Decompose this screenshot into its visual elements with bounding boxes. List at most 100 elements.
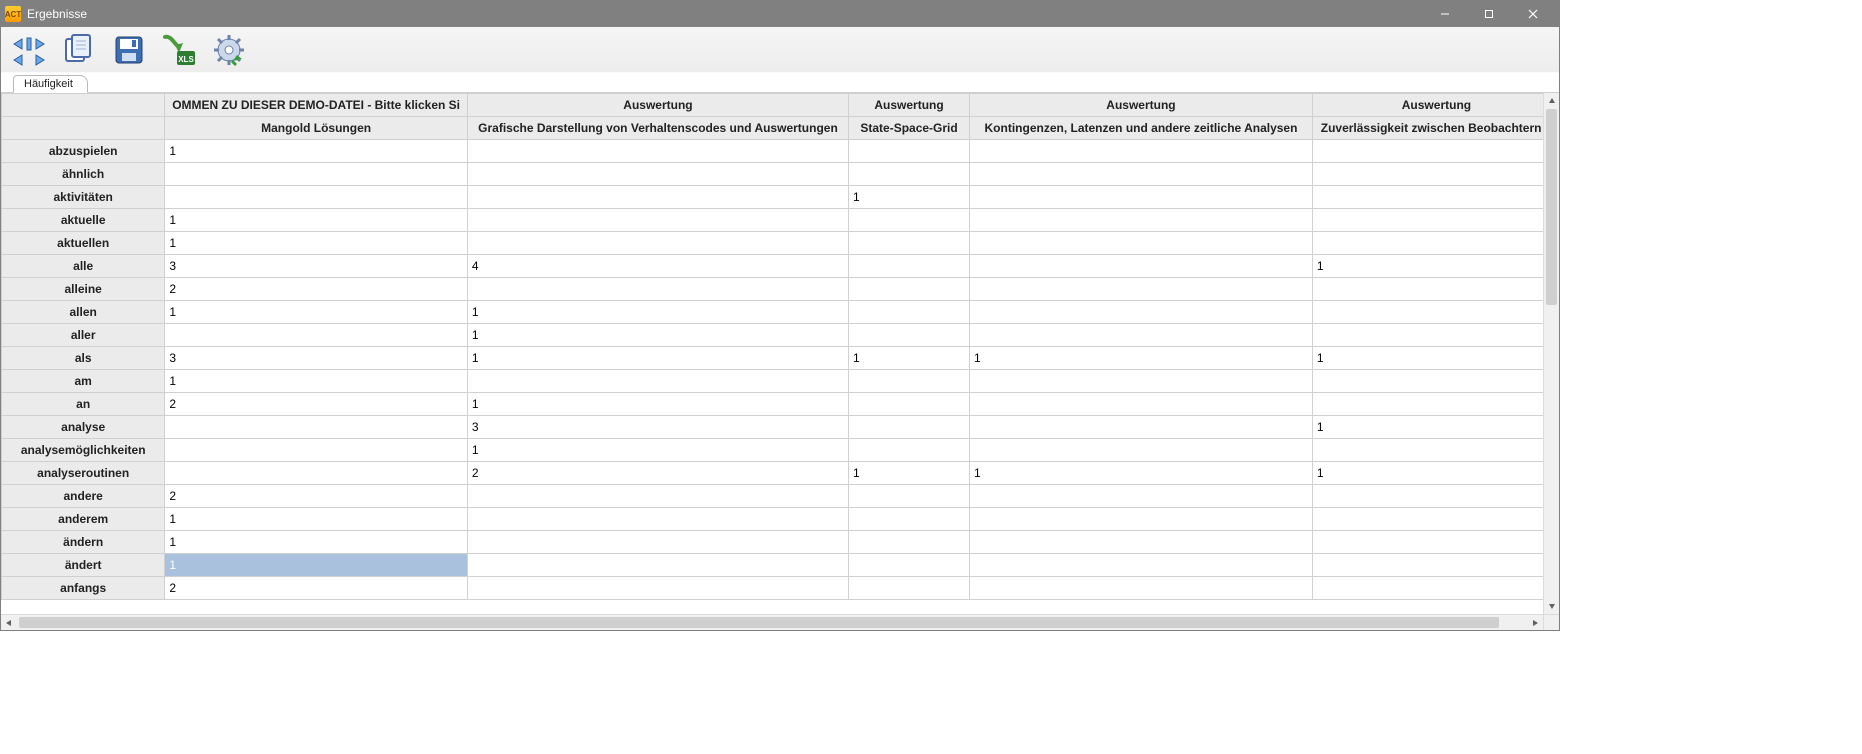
row-header[interactable]: aktuelle xyxy=(2,209,165,232)
cell[interactable] xyxy=(1312,140,1543,163)
table-row[interactable]: ändern1 xyxy=(2,531,1544,554)
subheader-blank[interactable] xyxy=(2,117,165,140)
table-row[interactable]: ähnlich xyxy=(2,163,1544,186)
table-row[interactable]: aller1 xyxy=(2,324,1544,347)
table-row[interactable]: andere2 xyxy=(2,485,1544,508)
cell[interactable] xyxy=(849,508,970,531)
subheader-col-2[interactable]: Grafische Darstellung von Verhaltenscode… xyxy=(467,117,848,140)
scroll-up-arrow[interactable] xyxy=(1544,93,1559,109)
cell[interactable] xyxy=(467,577,848,600)
cell[interactable]: 1 xyxy=(1312,347,1543,370)
cell[interactable] xyxy=(849,554,970,577)
cell[interactable] xyxy=(467,485,848,508)
navigate-button[interactable] xyxy=(9,30,49,70)
copy-button[interactable] xyxy=(59,30,99,70)
cell[interactable] xyxy=(849,370,970,393)
cell[interactable] xyxy=(1312,393,1543,416)
subheader-col-4[interactable]: Kontingenzen, Latenzen und andere zeitli… xyxy=(970,117,1313,140)
cell[interactable]: 1 xyxy=(1312,416,1543,439)
cell[interactable]: 1 xyxy=(467,393,848,416)
cell[interactable] xyxy=(467,209,848,232)
cell[interactable]: 1 xyxy=(467,439,848,462)
cell[interactable] xyxy=(970,232,1313,255)
cell[interactable] xyxy=(849,393,970,416)
maximize-button[interactable] xyxy=(1467,1,1511,27)
subheader-col-3[interactable]: State-Space-Grid xyxy=(849,117,970,140)
row-header[interactable]: andere xyxy=(2,485,165,508)
cell[interactable] xyxy=(849,140,970,163)
cell[interactable] xyxy=(849,531,970,554)
header-col-5[interactable]: Auswertung xyxy=(1312,94,1543,117)
cell[interactable] xyxy=(970,140,1313,163)
cell[interactable]: 1 xyxy=(165,531,468,554)
header-col-1[interactable]: OMMEN ZU DIESER DEMO-DATEI - Bitte klick… xyxy=(165,94,468,117)
cell[interactable]: 3 xyxy=(467,416,848,439)
table-row[interactable]: anfangs2 xyxy=(2,577,1544,600)
cell[interactable] xyxy=(165,462,468,485)
cell[interactable]: 1 xyxy=(165,370,468,393)
minimize-button[interactable] xyxy=(1423,1,1467,27)
row-header[interactable]: aller xyxy=(2,324,165,347)
cell[interactable] xyxy=(970,393,1313,416)
cell[interactable]: 1 xyxy=(849,186,970,209)
cell[interactable] xyxy=(165,324,468,347)
cell[interactable] xyxy=(849,278,970,301)
table-row[interactable]: am1 xyxy=(2,370,1544,393)
cell[interactable] xyxy=(849,416,970,439)
table-row[interactable]: analyseroutinen2111 xyxy=(2,462,1544,485)
cell[interactable] xyxy=(1312,186,1543,209)
cell[interactable] xyxy=(1312,531,1543,554)
tab-frequency[interactable]: Häufigkeit xyxy=(13,75,88,93)
cell[interactable] xyxy=(970,508,1313,531)
table-row[interactable]: abzuspielen1 xyxy=(2,140,1544,163)
row-header[interactable]: ändert xyxy=(2,554,165,577)
cell[interactable]: 1 xyxy=(849,462,970,485)
cell[interactable] xyxy=(970,209,1313,232)
cell[interactable] xyxy=(970,577,1313,600)
subheader-col-5[interactable]: Zuverlässigkeit zwischen Beobachtern b xyxy=(1312,117,1543,140)
table-row[interactable]: allen11 xyxy=(2,301,1544,324)
scroll-down-arrow[interactable] xyxy=(1544,598,1559,614)
vscroll-track[interactable] xyxy=(1544,109,1559,598)
cell[interactable] xyxy=(1312,163,1543,186)
cell[interactable] xyxy=(849,439,970,462)
cell[interactable] xyxy=(1312,485,1543,508)
header-col-2[interactable]: Auswertung xyxy=(467,94,848,117)
cell[interactable] xyxy=(970,301,1313,324)
cell[interactable] xyxy=(849,232,970,255)
save-button[interactable] xyxy=(109,30,149,70)
header-col-3[interactable]: Auswertung xyxy=(849,94,970,117)
table-row[interactable]: ändert1 xyxy=(2,554,1544,577)
cell[interactable] xyxy=(1312,232,1543,255)
horizontal-scrollbar[interactable] xyxy=(1,614,1543,630)
cell[interactable] xyxy=(467,163,848,186)
row-header[interactable]: allen xyxy=(2,301,165,324)
header-blank[interactable] xyxy=(2,94,165,117)
cell[interactable]: 2 xyxy=(165,485,468,508)
cell[interactable]: 2 xyxy=(467,462,848,485)
table-row[interactable]: analyse31 xyxy=(2,416,1544,439)
cell[interactable] xyxy=(970,324,1313,347)
table-row[interactable]: als31111 xyxy=(2,347,1544,370)
cell[interactable]: 2 xyxy=(165,278,468,301)
cell[interactable]: 1 xyxy=(165,301,468,324)
cell[interactable] xyxy=(970,439,1313,462)
cell[interactable] xyxy=(1312,278,1543,301)
cell[interactable]: 1 xyxy=(165,508,468,531)
cell[interactable]: 1 xyxy=(467,301,848,324)
cell[interactable] xyxy=(467,554,848,577)
row-header[interactable]: alleine xyxy=(2,278,165,301)
row-header[interactable]: an xyxy=(2,393,165,416)
cell[interactable] xyxy=(467,140,848,163)
cell[interactable] xyxy=(849,324,970,347)
table-row[interactable]: anderem1 xyxy=(2,508,1544,531)
row-header[interactable]: aktivitäten xyxy=(2,186,165,209)
cell[interactable] xyxy=(467,508,848,531)
cell[interactable] xyxy=(165,439,468,462)
cell[interactable] xyxy=(849,163,970,186)
row-header[interactable]: ändern xyxy=(2,531,165,554)
cell[interactable] xyxy=(970,416,1313,439)
row-header[interactable]: analysemöglichkeiten xyxy=(2,439,165,462)
cell[interactable]: 3 xyxy=(165,255,468,278)
cell[interactable]: 1 xyxy=(849,347,970,370)
